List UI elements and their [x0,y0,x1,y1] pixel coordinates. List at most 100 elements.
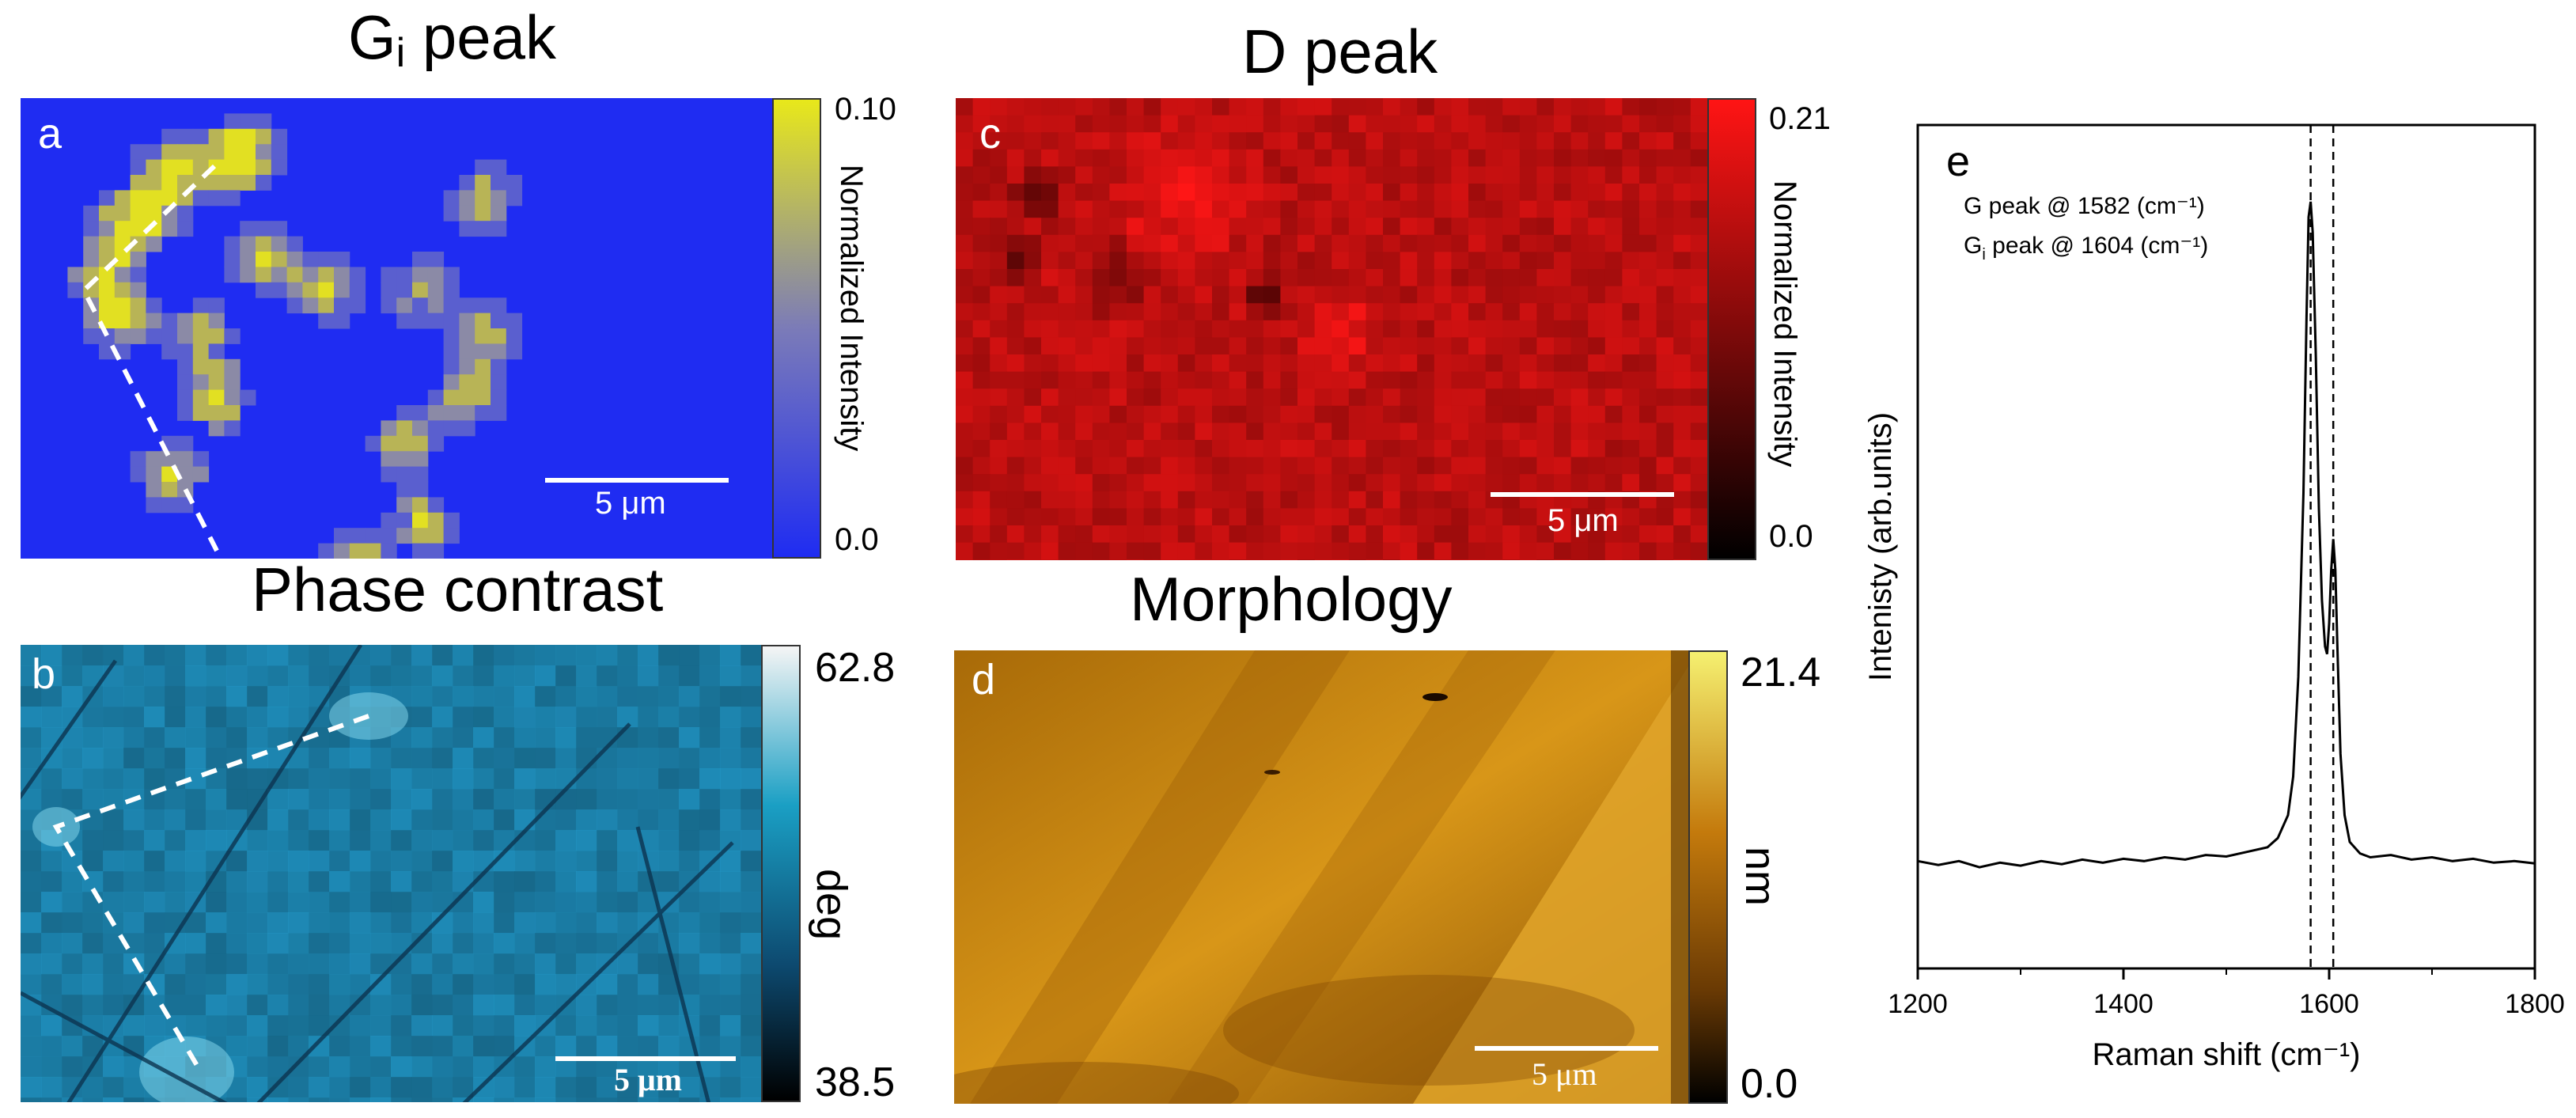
d-pixel [1570,234,1589,252]
phase-pixel [370,645,392,666]
d-pixel [1485,234,1503,252]
d-pixel [1554,525,1572,544]
d-pixel [1143,405,1161,423]
phase-pixel [41,686,63,707]
d-pixel [1041,474,1059,492]
d-pixel [1332,354,1350,373]
d-pixel [1673,320,1691,338]
phase-pixel [720,645,741,666]
d-pixel [1280,269,1298,287]
d-pixel [1348,440,1366,458]
phase-pixel [514,789,536,810]
phase-pixel [432,707,453,728]
d-pixel [1536,440,1555,458]
gi-pixel [146,144,162,161]
d-pixel [1229,542,1247,560]
phase-pixel [185,974,206,995]
phase-pixel [638,1015,659,1037]
d-pixel [1041,371,1059,389]
phase-pixel [720,1036,741,1057]
d-pixel [1468,115,1487,133]
d-pixel [972,286,991,304]
d-pixel [990,132,1008,150]
d-pixel [1656,371,1674,389]
d-pixel [1177,234,1195,252]
d-pixel [1314,132,1332,150]
phase-pixel [535,645,556,666]
phase-pixel [494,953,515,975]
gi-pixel [240,389,256,406]
d-pixel [1468,337,1487,355]
d-pixel [1314,286,1332,304]
d-pixel [1366,474,1384,492]
gi-guide-lines [81,164,219,552]
d-pixel [956,252,974,270]
phase-pixel [720,871,741,893]
panel-d-cbar-max: 21.4 [1741,650,1821,695]
d-pixel [1502,98,1521,116]
d-pixel [1554,474,1572,492]
phase-pixel [329,933,350,954]
phase-pixel [144,871,165,893]
phase-pixel [679,789,700,810]
phase-pixel [638,789,659,810]
d-pixel [1588,423,1606,441]
d-pixel [1588,371,1606,389]
d-pixel [990,354,1008,373]
d-pixel [1673,525,1691,544]
d-pixel [1622,474,1640,492]
phase-pixel [720,1015,741,1037]
d-pixel [1109,234,1127,252]
d-pixel [1127,200,1145,218]
phase-pixel [453,665,474,687]
d-pixel [1519,508,1537,526]
d-pixel [1400,508,1418,526]
phase-pixel [720,809,741,831]
d-pixel [1058,542,1076,560]
d-pixel [1246,491,1264,509]
phase-pixel [679,768,700,790]
gi-pixel [67,282,84,298]
d-pixel [1656,303,1674,321]
phase-pixel [82,809,104,831]
d-pixel [1434,474,1452,492]
phase-pixel [473,665,494,687]
d-pixel [1127,98,1145,116]
phase-pixel [514,892,536,913]
x-tick-label: 1600 [2299,989,2359,1019]
d-pixel [1280,542,1298,560]
d-pixel [1280,491,1298,509]
phase-pixel [144,707,165,728]
d-pixel [1127,218,1145,236]
d-pixel [1109,405,1127,423]
gi-pixel [161,343,178,360]
d-pixel [972,474,991,492]
d-pixel [1468,457,1487,475]
gi-pixel [443,420,460,437]
d-pixel [1006,98,1025,116]
d-pixel [1109,525,1127,544]
d-pixel [1109,337,1127,355]
d-pixel [1109,184,1127,202]
d-pixel [1263,542,1281,560]
phase-pixel [699,953,721,975]
phase-pixel [267,1097,289,1102]
d-pixel [972,559,991,560]
phase-pixel [720,995,741,1016]
d-pixel [1109,200,1127,218]
phase-pixel [555,1077,577,1098]
d-pixel [1127,184,1145,202]
d-pixel [1246,474,1264,492]
phase-pixel [309,665,330,687]
phase-pixel [411,809,433,831]
d-pixel [1195,269,1213,287]
d-pixel [1161,200,1179,218]
d-pixel [1246,269,1264,287]
gi-pixel [318,267,335,283]
d-pixel [1400,132,1418,150]
phase-pixel [103,1056,124,1078]
d-pixel [1588,218,1606,236]
d-pixel [1656,474,1674,492]
gi-pixel [381,267,397,283]
panel-a-cbar-max: 0.10 [835,92,896,127]
